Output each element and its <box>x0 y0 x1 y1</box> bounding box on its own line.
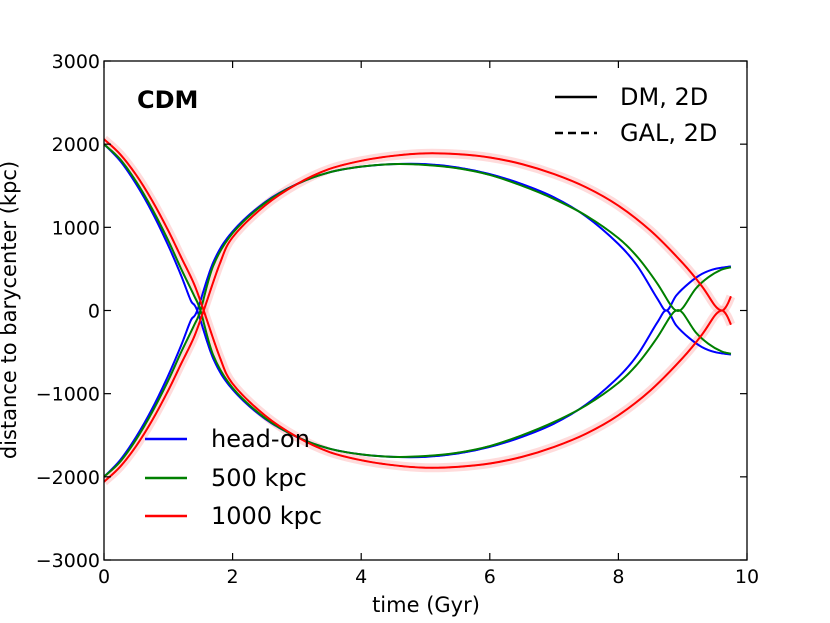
series-line-1000-kpc-gal-lower <box>104 138 732 469</box>
y-tick-label: −1000 <box>36 384 100 406</box>
series-layer <box>104 135 736 486</box>
y-tick-label: 1000 <box>52 217 100 239</box>
color-legend: head-on 500 kpc 1000 kpc <box>145 425 322 530</box>
y-tick-label: −3000 <box>36 550 100 572</box>
x-tick-label: 6 <box>484 566 496 588</box>
x-axis-label: time (Gyr) <box>372 593 480 617</box>
x-tick-label: 4 <box>355 566 367 588</box>
y-axis-label: distance to barycenter (kpc) <box>0 161 21 459</box>
y-tick-label: 0 <box>88 301 100 323</box>
color-legend-label: 1000 kpc <box>211 502 322 530</box>
y-tick-label: 2000 <box>52 134 100 156</box>
style-legend: DM, 2D GAL, 2D <box>555 83 717 147</box>
x-tick-label: 2 <box>227 566 239 588</box>
color-legend-label: head-on <box>211 425 310 453</box>
chart-annotation: CDM <box>137 86 198 114</box>
y-tick-label: 3000 <box>52 51 100 73</box>
ticks-layer: 0 2 4 6 8 10 −3000 −2000 −1000 0 1000 2000 3000 <box>36 51 759 588</box>
y-tick-label: −2000 <box>36 467 100 489</box>
series-line-500-kpc-gal-lower <box>104 143 732 458</box>
style-legend-label: GAL, 2D <box>620 119 717 147</box>
x-tick-label: 0 <box>98 566 110 588</box>
x-tick-label: 8 <box>612 566 624 588</box>
color-legend-label: 500 kpc <box>211 464 307 492</box>
style-legend-label: DM, 2D <box>620 83 708 111</box>
x-tick-label: 10 <box>735 566 759 588</box>
series-line-1000-kpc-gal-upper <box>104 152 732 483</box>
